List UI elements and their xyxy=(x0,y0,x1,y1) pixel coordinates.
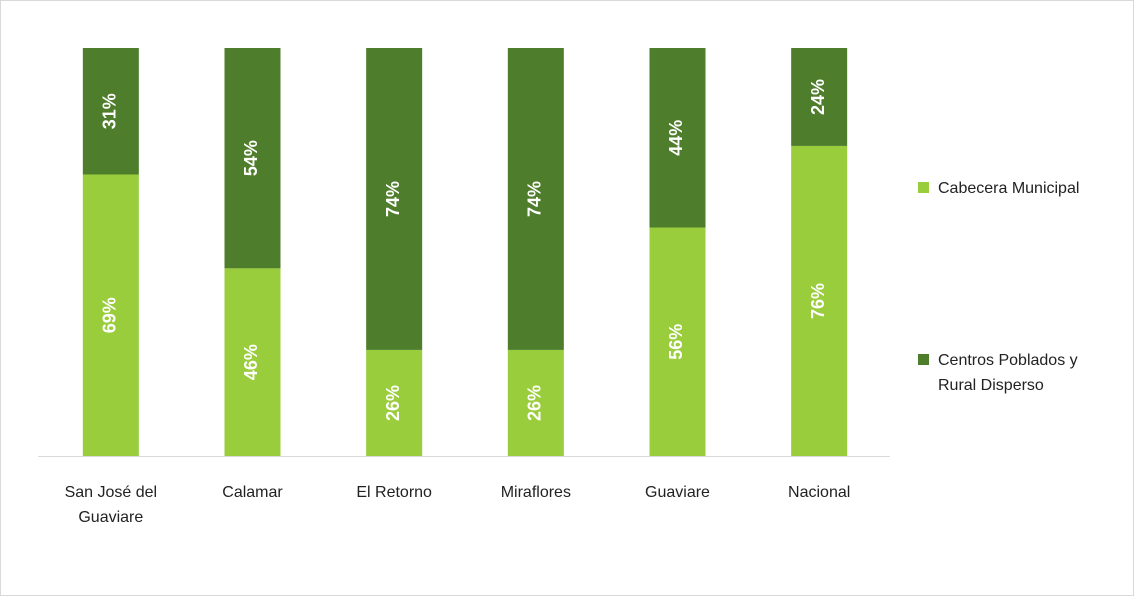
bar-segment xyxy=(82,48,139,175)
x-tick-label: Calamar xyxy=(222,484,283,501)
value-label: 76% xyxy=(808,283,828,319)
value-label: 74% xyxy=(525,181,545,217)
x-tick-label: Nacional xyxy=(788,484,850,501)
bar-segment xyxy=(224,268,281,456)
x-tick-label: Miraflores xyxy=(501,484,571,501)
value-label: 46% xyxy=(241,344,261,380)
bar-segment xyxy=(507,48,564,350)
legend-label: Centros Poblados y Rural Disperso xyxy=(938,352,1078,394)
x-tick-label: San José del Guaviare xyxy=(65,484,158,526)
bar-segment xyxy=(791,145,848,457)
value-label: 69% xyxy=(100,297,120,333)
value-label: 44% xyxy=(666,120,686,156)
value-label: 54% xyxy=(241,140,261,176)
value-label: 26% xyxy=(525,385,545,421)
value-label: 31% xyxy=(100,93,120,129)
bar-segment xyxy=(366,48,423,350)
bar-segment xyxy=(82,174,139,457)
bar-segment xyxy=(791,48,848,146)
bar-segment xyxy=(507,349,564,456)
legend-label: Cabecera Municipal xyxy=(938,180,1079,197)
bar-segment xyxy=(366,349,423,456)
legend-swatch xyxy=(918,182,929,193)
value-label: 74% xyxy=(383,181,403,217)
legend-swatch xyxy=(918,354,929,365)
value-label: 56% xyxy=(666,324,686,360)
value-label: 26% xyxy=(383,385,403,421)
x-tick-label: El Retorno xyxy=(356,484,432,501)
value-label: 24% xyxy=(808,79,828,115)
bar-segment xyxy=(224,48,281,269)
bar-segment xyxy=(649,227,706,456)
x-tick-label: Guaviare xyxy=(645,484,710,501)
bar-segment xyxy=(649,48,706,228)
